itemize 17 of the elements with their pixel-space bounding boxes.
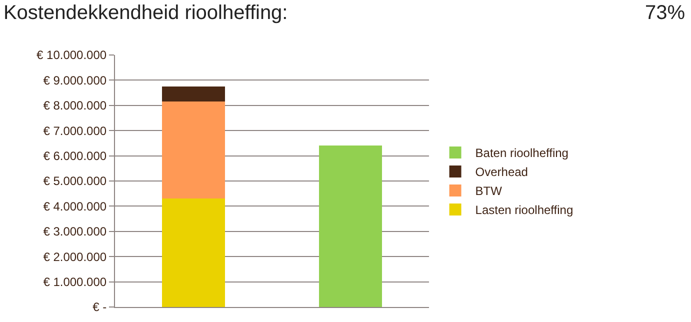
- y-tick-label: € -: [92, 300, 107, 314]
- legend-label: BTW: [475, 184, 503, 198]
- y-tick-label: € 1.000.000: [43, 275, 107, 289]
- legend-label: Baten rioolheffing: [475, 146, 568, 160]
- legend-label: Overhead: [475, 165, 528, 180]
- y-tick-label: € 2.000.000: [43, 250, 107, 264]
- y-tick-label: € 3.000.000: [43, 224, 107, 239]
- chart-title: Kostendekkendheid rioolheffing:: [3, 2, 288, 24]
- text: 73%: [645, 2, 686, 24]
- y-tick-label: € 6.000.000: [43, 149, 107, 163]
- y-tick-label: € 9.000.000: [43, 73, 107, 88]
- y-tick-label: € 10.000.000: [36, 48, 107, 62]
- y-tick-label: € 7.000.000: [43, 124, 107, 138]
- legend-label: Lasten rioolheffing: [475, 203, 574, 218]
- y-tick-label: € 5.000.000: [43, 174, 107, 188]
- y-tick-label: € 4.000.000: [43, 199, 107, 214]
- y-tick-label: € 8.000.000: [43, 98, 107, 113]
